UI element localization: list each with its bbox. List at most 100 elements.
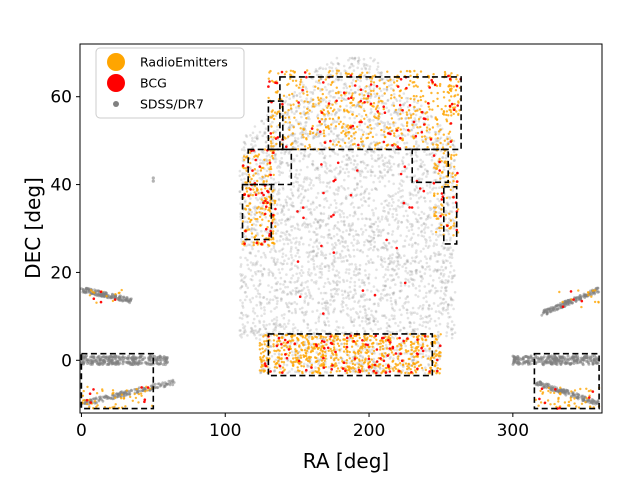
sdss-point <box>257 329 261 333</box>
sdss-point <box>400 201 403 205</box>
sdss-point <box>424 366 427 370</box>
sdss-point <box>355 242 359 245</box>
sdss-point <box>435 260 439 263</box>
sdss-point <box>273 153 277 157</box>
sdss-point <box>385 293 388 297</box>
sdss-point <box>296 180 300 184</box>
sdss-point <box>410 245 414 248</box>
sdss-point <box>387 324 391 328</box>
sdss-point <box>263 312 266 316</box>
sdss-point <box>384 284 387 288</box>
sdss-point <box>521 357 525 361</box>
sdss-point <box>419 165 423 168</box>
sdss-point <box>353 176 357 180</box>
sdss-point <box>320 267 324 271</box>
sdss-point <box>281 325 285 328</box>
sdss-point <box>272 260 276 264</box>
sdss-point <box>298 350 301 354</box>
sdss-point <box>387 110 390 113</box>
sdss-point <box>252 206 255 209</box>
sdss-point <box>408 193 412 197</box>
sdss-point <box>99 361 103 365</box>
sdss-point <box>405 96 408 100</box>
sdss-point <box>285 230 289 233</box>
sdss-point <box>374 187 377 190</box>
sdss-point <box>349 228 352 232</box>
sdss-point <box>283 279 287 283</box>
sdss-point <box>428 183 432 186</box>
sdss-point <box>392 291 396 295</box>
series-radio-emitters <box>81 69 601 410</box>
sdss-point <box>314 68 318 71</box>
sdss-point <box>399 328 403 332</box>
sdss-point <box>363 308 367 311</box>
sdss-point <box>542 363 545 367</box>
sdss-point <box>379 258 383 261</box>
radio-emitter-point <box>258 341 262 345</box>
sdss-point <box>324 291 328 295</box>
radio-emitter-point <box>426 344 429 347</box>
sdss-point <box>300 136 304 139</box>
sdss-point <box>415 220 419 224</box>
sdss-point <box>357 234 361 237</box>
sdss-point <box>379 327 383 330</box>
sdss-point <box>285 113 289 117</box>
sdss-point <box>337 239 340 242</box>
sdss-point <box>327 114 330 117</box>
sdss-point <box>294 246 298 250</box>
sdss-point <box>400 184 404 187</box>
sdss-point <box>323 282 327 285</box>
sdss-point <box>349 224 353 228</box>
sdss-point <box>428 265 431 268</box>
sdss-point <box>408 273 412 277</box>
sdss-point <box>422 320 425 324</box>
sdss-point <box>345 153 349 157</box>
sdss-point <box>403 134 407 138</box>
sdss-point <box>345 158 348 161</box>
sdss-point <box>417 120 421 123</box>
sdss-point <box>339 108 342 112</box>
sdss-point <box>312 249 315 252</box>
sdss-point <box>274 155 277 159</box>
sdss-point <box>250 143 253 146</box>
sdss-point <box>280 248 284 252</box>
sdss-point <box>122 390 126 394</box>
sdss-point <box>278 173 281 177</box>
sdss-point <box>299 142 303 146</box>
sdss-point <box>445 202 449 205</box>
sdss-point <box>368 196 371 200</box>
sdss-point <box>327 280 331 284</box>
sdss-point <box>377 230 380 234</box>
sdss-point <box>265 169 269 173</box>
sdss-point <box>258 328 262 331</box>
sdss-point <box>421 368 425 372</box>
sdss-point <box>367 259 370 263</box>
sdss-point <box>274 282 278 285</box>
sdss-point <box>420 265 424 268</box>
sdss-point <box>287 310 291 313</box>
sdss-point <box>166 360 169 364</box>
sdss-point <box>317 315 321 319</box>
sdss-point <box>280 297 283 301</box>
sdss-point <box>301 130 305 134</box>
sdss-point <box>357 113 361 116</box>
sdss-point <box>273 263 277 267</box>
sdss-point <box>301 222 305 226</box>
sdss-point <box>262 323 265 327</box>
sdss-point <box>314 233 318 236</box>
sdss-point <box>369 142 372 146</box>
sdss-point <box>377 302 380 305</box>
sdss-point <box>337 96 341 100</box>
sdss-point <box>282 231 285 235</box>
sdss-point <box>240 278 244 282</box>
sdss-point <box>317 73 321 77</box>
sdss-point <box>353 280 357 284</box>
sdss-point <box>287 152 291 155</box>
sdss-point <box>362 295 365 298</box>
sdss-point <box>243 141 247 144</box>
sdss-point <box>334 292 337 296</box>
sdss-point <box>258 333 262 337</box>
sdss-point <box>372 211 375 215</box>
sdss-point <box>321 220 324 223</box>
sdss-point <box>451 332 454 336</box>
